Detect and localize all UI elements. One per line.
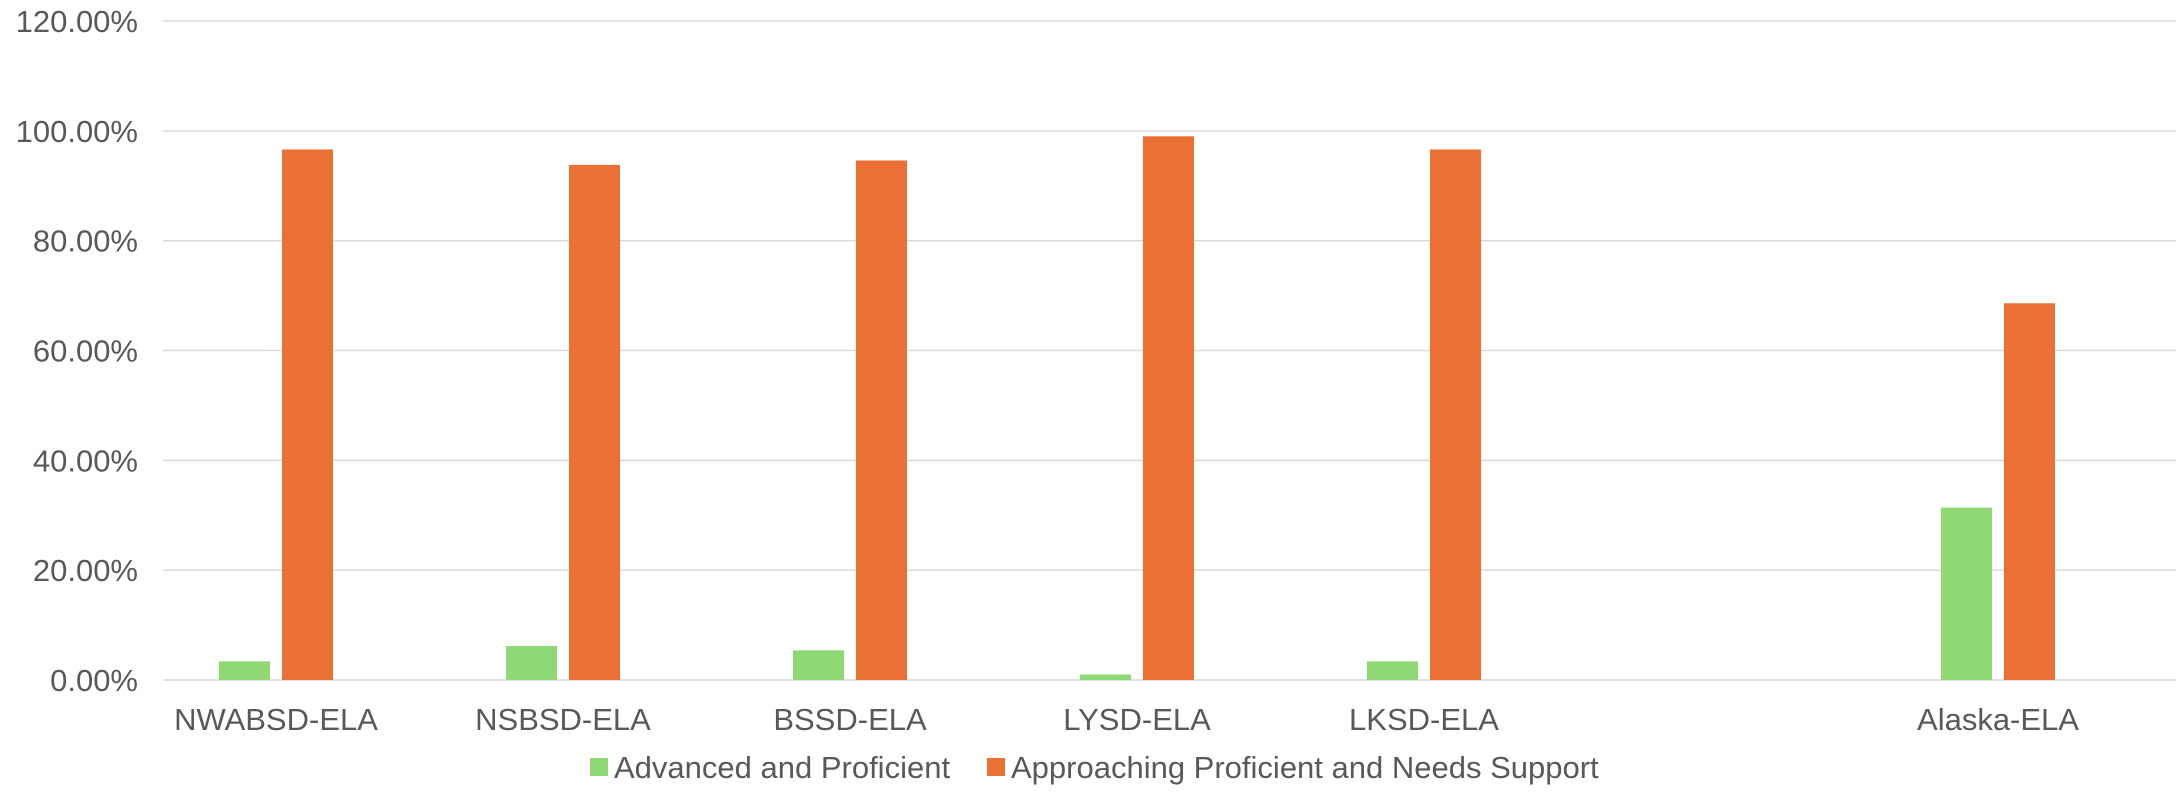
legend-swatch	[590, 758, 608, 776]
bar-approaching-needs-support	[569, 164, 620, 681]
x-category-label: NSBSD-ELA	[475, 702, 651, 737]
x-category-label: BSSD-ELA	[773, 702, 927, 737]
bar-approaching-needs-support	[856, 160, 907, 680]
y-tick-label: 20.00%	[33, 553, 138, 588]
y-tick-label: 0.00%	[50, 663, 138, 698]
x-category-label: NWABSD-ELA	[174, 702, 378, 737]
bar-advanced-proficient	[1367, 661, 1418, 680]
y-tick-label: 40.00%	[33, 443, 138, 478]
bars	[219, 136, 2055, 681]
x-axis-categories: NWABSD-ELA NSBSD-ELA BSSD-ELA LYSD-ELA LKSD-…	[174, 702, 2079, 737]
y-tick-label: 60.00%	[33, 334, 138, 369]
legend-swatch	[987, 758, 1005, 776]
bar-advanced-proficient	[506, 645, 557, 680]
bar-advanced-proficient	[793, 650, 844, 680]
bar-approaching-needs-support	[282, 149, 333, 680]
bar-approaching-needs-support	[2004, 303, 2055, 680]
x-category-label: LYSD-ELA	[1063, 702, 1211, 737]
bar-advanced-proficient	[219, 661, 270, 680]
x-category-label: LKSD-ELA	[1349, 702, 1499, 737]
x-category-label: Alaska-ELA	[1917, 702, 2079, 737]
y-tick-label: 100.00%	[16, 114, 138, 149]
bar-advanced-proficient	[1941, 507, 1992, 680]
legend-label: Advanced and Proficient	[614, 750, 950, 785]
bar-approaching-needs-support	[1143, 136, 1194, 680]
y-tick-label: 80.00%	[33, 224, 138, 259]
bar-approaching-needs-support	[1430, 149, 1481, 680]
legend: Advanced and Proficient Approaching Profi…	[590, 750, 1599, 785]
bar-advanced-proficient	[1080, 674, 1131, 680]
legend-label: Approaching Proficient and Needs Support	[1011, 750, 1599, 785]
y-tick-label: 120.00%	[16, 4, 138, 39]
y-axis-ticks: 0.00% 20.00% 40.00% 60.00% 80.00% 100.00% 120.…	[16, 4, 138, 698]
